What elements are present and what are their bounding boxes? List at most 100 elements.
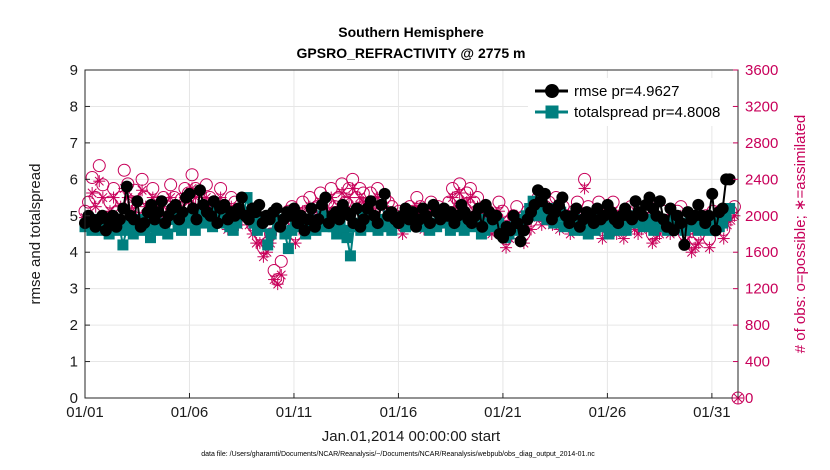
obs-assimilated-point [289,237,302,250]
asterisk-stroke [348,183,358,194]
rmse-point [476,220,489,233]
rmse-point [357,213,370,226]
rmse-point [319,191,332,204]
obs-possible-point [85,171,99,185]
rmse-point [193,184,206,197]
asterisk-stroke [687,247,697,257]
totalspread-point [582,228,594,240]
totalspread-point [637,221,649,233]
asterisk-stroke [465,192,475,203]
totalspread-point [644,217,656,229]
rmse-point [423,217,436,230]
obs-assimilated-point [500,241,513,254]
totalspread-point [455,217,467,229]
obs-possible-point [185,168,199,182]
totalspread-point [265,228,277,240]
totalspread-point [424,224,436,236]
asterisk-stroke [137,185,147,195]
obs-assimilated-point [268,273,281,286]
legend-entry-rmse: rmse pr=4.9627 [535,83,679,100]
totalspread-point [648,224,660,236]
rmse-point [653,195,666,208]
y-tick-label-right: 2400 [745,171,778,188]
totalspread-point [486,221,498,233]
totalspread-point [120,224,132,236]
totalspread-point [344,250,356,262]
totalspread-point [231,217,243,229]
obs-assimilated-point [692,237,705,250]
x-tick-label: 01/31 [693,404,731,421]
asterisk-stroke [501,243,511,253]
legend-label-totalspread: totalspread pr=4.8008 [574,104,720,121]
y-tick-label-left: 2 [70,317,78,334]
y-tick-label-right: 1600 [745,244,778,261]
rmse-point [514,235,527,248]
rmse-point [305,202,318,215]
x-tick-label: 01/16 [380,404,418,421]
totalspread-point [282,243,294,255]
obs-assimilated-point [136,184,149,197]
rmse-point [678,238,691,251]
x-tick-label: 01/11 [276,404,312,421]
rmse-point [716,202,729,215]
y-tick-label-right: 2000 [745,208,778,225]
rmse-point [371,217,384,230]
y-tick-label-left: 5 [70,208,78,225]
obs-assimilated-point [717,232,730,245]
totalspread-point [144,232,156,244]
rmse-point [702,209,715,222]
totalspread-point [441,217,453,229]
rmse-point [270,202,283,215]
obs-assimilated-point [464,191,477,204]
obs-assimilated-point [685,246,698,259]
asterisk-stroke [276,270,286,280]
rmse-point [183,187,196,200]
totalspread-point [400,221,412,233]
rmse-point [298,224,311,237]
y-axis-label-right: # of obs: o=possible; ∗=assimilated [792,115,809,354]
totalspread-point [379,221,391,233]
totalspread-point [537,206,549,218]
rmse-point [190,213,203,226]
plot-frame [84,69,739,399]
rmse-point [364,195,377,208]
asterisk-stroke [87,188,97,198]
rmse-point [312,213,325,226]
totalspread-point [493,217,505,229]
totalspread-point [127,228,139,240]
totalspread-point [717,217,729,229]
rmse-point [253,198,266,211]
legend-marker-rmse [545,84,559,98]
asterisk-stroke [579,183,590,194]
y-tick-label-left: 7 [70,135,78,152]
obs-assimilated-point [96,191,109,204]
asterisk-stroke [91,202,101,212]
rmse-point [211,217,224,230]
chart-title: Southern Hemisphere [338,24,484,40]
totalspread-point [458,224,470,236]
obs-assimilated-point [107,191,120,204]
rmse-point [643,191,656,204]
rmse-point [636,209,649,222]
asterisk-stroke [704,243,715,253]
asterisk-stroke [108,192,119,203]
rmse-point [176,206,189,219]
y-tick-label-left: 9 [70,62,78,79]
obs-assimilated-point [271,278,284,291]
legend-marker-totalspread [545,105,559,119]
asterisk-stroke [94,176,104,186]
asterisk-stroke [355,192,365,203]
totalspread-point [720,210,732,222]
y-tick-label-right: 3600 [745,62,778,79]
asterisk-stroke [719,233,729,244]
asterisk-stroke [447,192,458,203]
obs-possible-point [274,254,288,268]
obs-assimilated-point [703,241,716,254]
totalspread-point [531,210,543,222]
y-axis-label-left: rmse and totalspread [27,164,44,305]
rmse-point [131,195,144,208]
obs-assimilated-point [453,187,466,199]
totalspread-point [372,224,384,236]
totalspread-point [193,206,205,218]
